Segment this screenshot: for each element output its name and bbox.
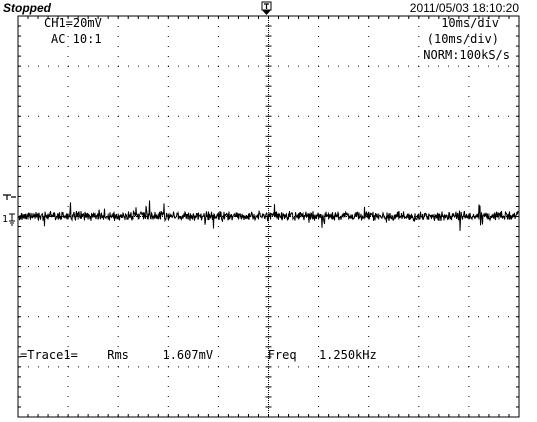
waveform-trace bbox=[18, 200, 519, 231]
rms-label: Rms bbox=[107, 348, 129, 362]
rms-value: 1.607mV bbox=[162, 348, 214, 362]
ch1-ground-label: 1 bbox=[2, 214, 8, 225]
acquisition-status: Stopped bbox=[3, 1, 51, 15]
ch1-ground-icon: 1 bbox=[2, 213, 15, 226]
measurement-trace-label: =Trace1= bbox=[20, 348, 78, 362]
freq-label: Freq bbox=[267, 348, 297, 362]
ch1-coupling-probe: AC 10:1 bbox=[51, 32, 102, 46]
trigger-position-icon bbox=[261, 1, 272, 15]
timebase-window: (10ms/div) bbox=[426, 32, 499, 46]
acquisition-mode: NORM:100kS/s bbox=[423, 48, 510, 62]
freq-value: 1.250kHz bbox=[318, 348, 377, 362]
date-time: 2011/05/03 18:10:20 bbox=[409, 1, 519, 15]
trigger-level-icon bbox=[3, 194, 16, 200]
ch1-scale: CH1=20mV bbox=[44, 16, 102, 30]
measurement-readout: =Trace1= Rms 1.607mV Freq 1.250kHz bbox=[20, 348, 377, 362]
timebase: 10ms/div bbox=[441, 16, 499, 30]
